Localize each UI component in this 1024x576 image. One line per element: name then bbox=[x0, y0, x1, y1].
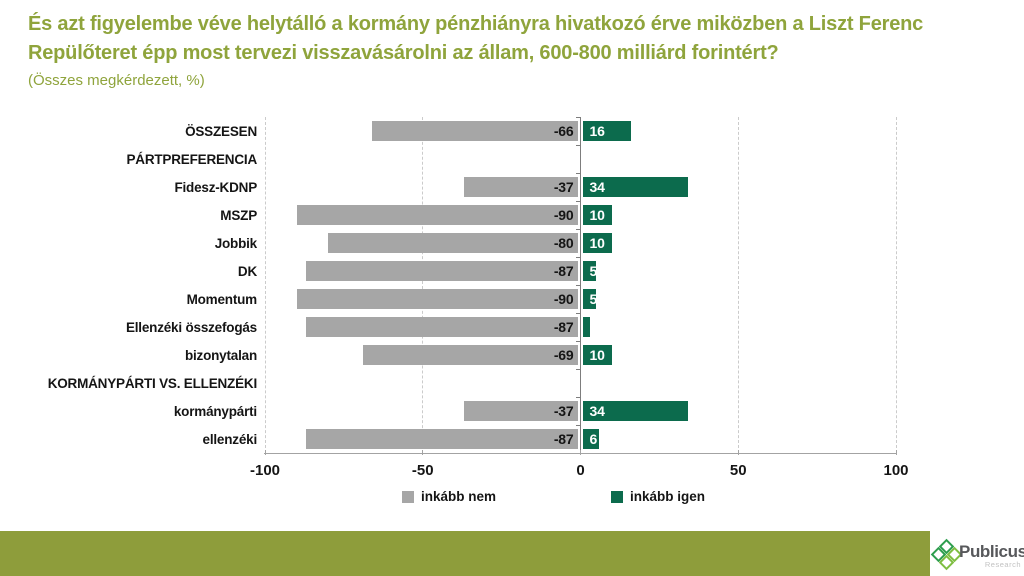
legend-swatch bbox=[401, 490, 414, 503]
bar-positive: 5 bbox=[582, 289, 598, 309]
x-axis-tick bbox=[895, 450, 897, 455]
bar-value-label: -37 bbox=[553, 179, 574, 195]
category-axis-tick bbox=[576, 117, 580, 118]
x-axis-tick bbox=[580, 450, 581, 455]
bar-positive bbox=[582, 317, 590, 337]
bar-value-label: -37 bbox=[553, 403, 574, 419]
brand-name: Publicus bbox=[959, 542, 1024, 561]
category-label: DK bbox=[237, 263, 257, 279]
x-tick-label: 100 bbox=[883, 462, 909, 479]
category-label: Momentum bbox=[186, 291, 258, 307]
section-header-label: PÁRTPREFERENCIA bbox=[126, 151, 257, 167]
category-axis-tick bbox=[576, 257, 580, 258]
bar-positive: 34 bbox=[582, 401, 688, 421]
section-header-label: KORMÁNYPÁRTI VS. ELLENZÉKI bbox=[47, 375, 258, 391]
bar-negative: -66 bbox=[372, 121, 579, 141]
bar-negative: -80 bbox=[328, 233, 579, 253]
category-axis-tick bbox=[576, 201, 580, 202]
x-tick-label: 0 bbox=[576, 462, 585, 479]
bar-positive: 10 bbox=[582, 345, 613, 365]
legend-label: inkább igen bbox=[630, 489, 706, 504]
bar-value-label: -90 bbox=[553, 291, 574, 307]
bar-positive: 10 bbox=[582, 205, 613, 225]
legend-swatch bbox=[611, 490, 623, 503]
category-axis-tick bbox=[576, 285, 580, 286]
bar-value-label: 34 bbox=[589, 403, 605, 419]
bar-value-label: 10 bbox=[589, 347, 605, 363]
category-label: ellenzéki bbox=[202, 431, 258, 447]
bar-value-label: -90 bbox=[553, 207, 574, 223]
gridline bbox=[264, 117, 266, 453]
x-axis-tick bbox=[422, 450, 424, 455]
category-axis-tick bbox=[576, 369, 580, 370]
gridline bbox=[422, 117, 424, 453]
bar-value-label: 5 bbox=[589, 291, 598, 307]
bar-positive: 16 bbox=[582, 121, 631, 141]
legend-item: inkább nem bbox=[401, 489, 496, 504]
bar-value-label: -80 bbox=[553, 235, 574, 251]
bar-negative: -37 bbox=[463, 177, 579, 197]
bar-value-label: -66 bbox=[553, 123, 574, 139]
bar-value-label: 10 bbox=[589, 235, 605, 251]
legend-item: inkább igen bbox=[611, 489, 705, 504]
category-label: Fidesz-KDNP bbox=[174, 179, 257, 195]
brand-subname: Research bbox=[984, 560, 1021, 569]
category-axis-tick bbox=[576, 425, 580, 426]
x-axis-tick bbox=[264, 450, 266, 455]
bar-value-label: 5 bbox=[589, 263, 598, 279]
category-axis-tick bbox=[576, 341, 580, 342]
publicus-logo: Publicus Research bbox=[930, 531, 1024, 576]
bar-negative: -87 bbox=[306, 317, 579, 337]
category-label: Ellenzéki összefogás bbox=[125, 319, 257, 335]
x-tick-label: -50 bbox=[411, 462, 434, 479]
category-label: MSZP bbox=[220, 207, 257, 223]
bar-value-label: 16 bbox=[589, 123, 605, 139]
bar-value-label: -87 bbox=[553, 263, 574, 279]
category-label: Jobbik bbox=[214, 235, 258, 251]
zero-axis bbox=[580, 117, 581, 453]
category-axis-tick bbox=[576, 397, 580, 398]
category-label: bizonytalan bbox=[184, 347, 257, 363]
bar-value-label: 34 bbox=[589, 179, 605, 195]
x-tick-label: 50 bbox=[729, 462, 747, 479]
bar-negative: -90 bbox=[296, 289, 579, 309]
bar-value-label: 10 bbox=[589, 207, 605, 223]
bar-positive: 5 bbox=[582, 261, 598, 281]
bar-value-label: 6 bbox=[589, 431, 598, 447]
x-tick-label: -100 bbox=[249, 462, 281, 479]
publicus-diamond-icon bbox=[930, 538, 962, 570]
bar-negative: -37 bbox=[463, 401, 579, 421]
question-title: És azt figyelembe véve helytálló a kormá… bbox=[28, 13, 924, 64]
bar-value-label: -87 bbox=[553, 431, 574, 447]
bar-negative: -69 bbox=[362, 345, 579, 365]
category-label: ÖSSZESEN bbox=[185, 123, 257, 139]
bar-negative: -87 bbox=[306, 261, 579, 281]
legend: inkább nem inkább igen bbox=[238, 489, 869, 504]
bar-value-label: -69 bbox=[553, 347, 574, 363]
legend-label: inkább nem bbox=[420, 489, 496, 504]
bar-negative: -90 bbox=[296, 205, 579, 225]
category-axis-tick bbox=[576, 145, 580, 146]
bar-negative: -87 bbox=[306, 429, 579, 449]
bar-positive: 10 bbox=[582, 233, 613, 253]
category-label: kormánypárti bbox=[173, 403, 257, 419]
bar-value-label: -87 bbox=[553, 319, 574, 335]
bar-chart-plot-area: -100 -50 0 50 100 ÖSSZESEN -66 16 PÁRTPREFERENCI… bbox=[48, 117, 909, 504]
category-axis-tick bbox=[576, 173, 580, 174]
gridline bbox=[895, 117, 897, 453]
category-axis-tick bbox=[576, 229, 580, 230]
x-axis-tick bbox=[737, 450, 739, 455]
category-axis-tick bbox=[576, 313, 580, 314]
bar-positive: 6 bbox=[582, 429, 600, 449]
question-subtitle: (Összes megkérdezett, %) bbox=[28, 72, 205, 89]
bar-positive: 34 bbox=[582, 177, 688, 197]
footer-brand-bar bbox=[0, 531, 932, 576]
gridline bbox=[737, 117, 739, 453]
